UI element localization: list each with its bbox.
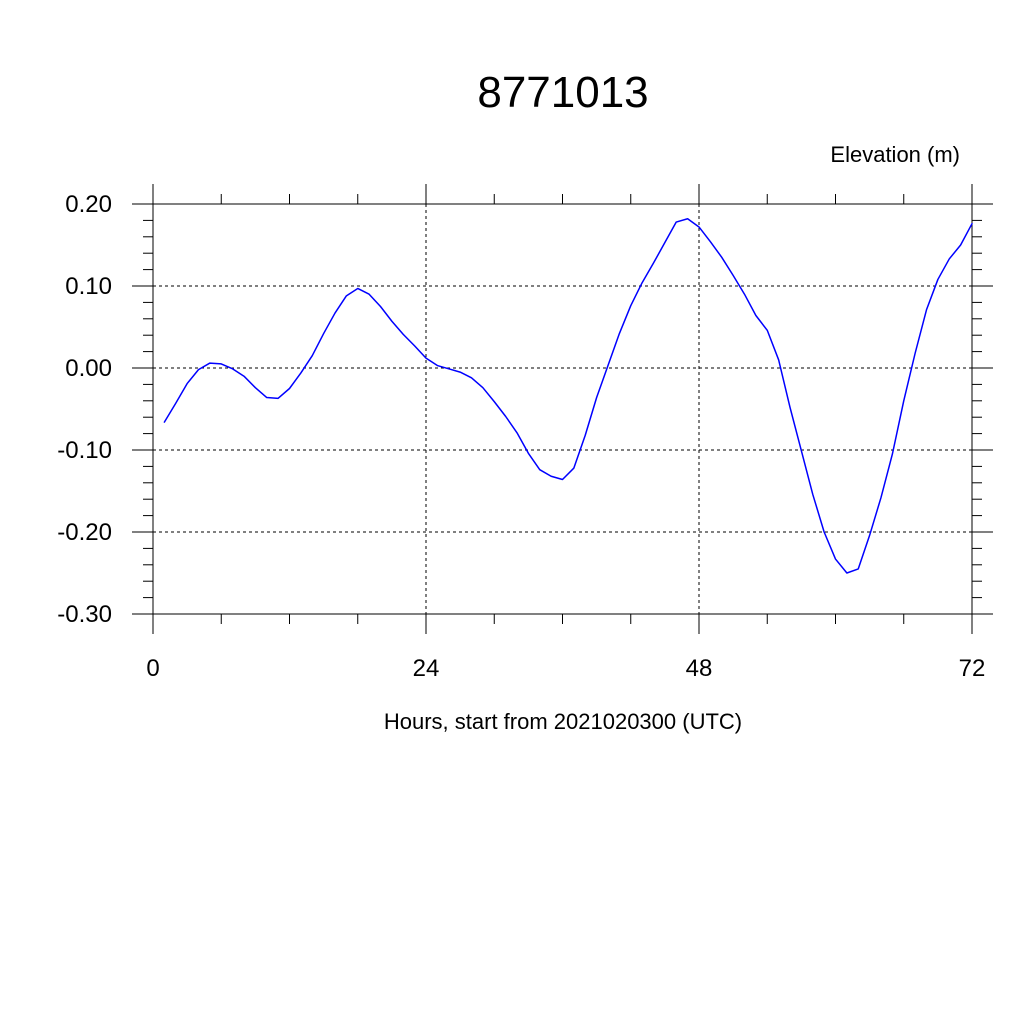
x-tick-label: 72 bbox=[959, 655, 986, 682]
y-tick-label: 0.20 bbox=[65, 191, 112, 218]
axes bbox=[132, 184, 993, 634]
series-layer bbox=[163, 218, 973, 574]
y-tick-label: -0.20 bbox=[57, 519, 112, 546]
y-tick-label: -0.10 bbox=[57, 437, 112, 464]
grid-lines bbox=[153, 204, 972, 614]
chart-title: 8771013 bbox=[477, 68, 648, 117]
y-axis-label: Elevation (m) bbox=[830, 142, 960, 167]
y-tick-label: 0.10 bbox=[65, 273, 112, 300]
x-tick-label: 48 bbox=[686, 655, 713, 682]
y-tick-label: 0.00 bbox=[65, 355, 112, 382]
x-tick-label: 0 bbox=[146, 655, 159, 682]
elevation-series-line bbox=[163, 218, 973, 574]
y-tick-label: -0.30 bbox=[57, 601, 112, 628]
tick-labels: 0.20 0.10 0.00 -0.10 -0.20 -0.30 0 24 48 72 bbox=[57, 191, 985, 682]
x-tick-label: 24 bbox=[413, 655, 440, 682]
x-axis-label: Hours, start from 2021020300 (UTC) bbox=[384, 709, 742, 734]
